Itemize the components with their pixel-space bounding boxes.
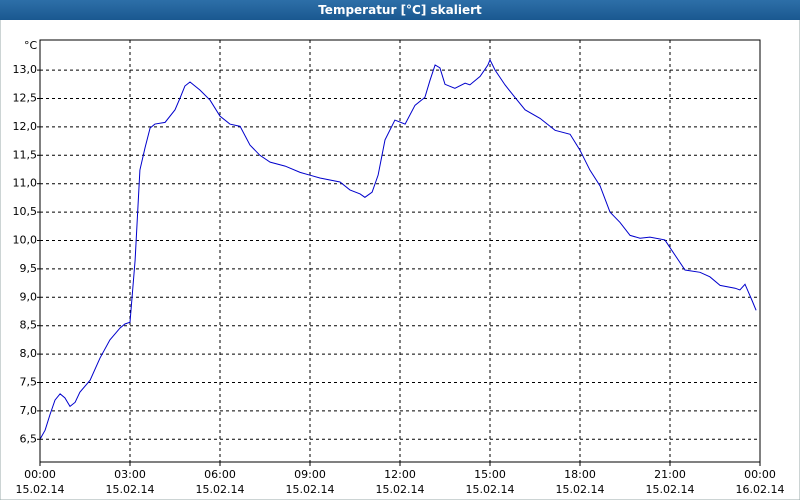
y-tick-label: 9,0 — [20, 290, 38, 303]
y-tick-label: 12,0 — [13, 120, 38, 133]
x-tick-label: 15.02.14 — [16, 483, 65, 496]
marks — [39, 58, 757, 440]
y-tick-label: 12,5 — [13, 92, 38, 105]
y-tick-label: 6,5 — [20, 432, 38, 445]
chart-title: Temperatur [°C] skaliert — [318, 3, 482, 17]
x-tick-label: 15:00 — [474, 468, 506, 481]
temperature-line — [39, 58, 757, 440]
y-unit: °C — [24, 39, 38, 52]
y-tick-label: 7,0 — [20, 404, 38, 417]
y-tick-label: 8,0 — [20, 347, 38, 360]
y-tick-label: 8,5 — [20, 319, 38, 332]
x-tick-label: 15.02.14 — [466, 483, 515, 496]
x-tick-label: 16.02.14 — [736, 483, 785, 496]
grid — [37, 40, 761, 466]
x-tick-label: 18:00 — [564, 468, 596, 481]
y-tick-label: 10,5 — [13, 205, 38, 218]
y-tick-label: 7,5 — [20, 375, 38, 388]
x-tick-label: 15.02.14 — [556, 483, 605, 496]
title-bar — [0, 0, 800, 20]
x-tick-label: 09:00 — [294, 468, 326, 481]
x-tick-label: 06:00 — [204, 468, 236, 481]
y-tick-label: 9,5 — [20, 262, 38, 275]
x-tick-label: 21:00 — [654, 468, 686, 481]
plot-frame — [39, 39, 761, 463]
x-tick-label: 15.02.14 — [376, 483, 425, 496]
x-tick-label: 00:00 — [744, 468, 776, 481]
y-tick-label: 11,0 — [13, 177, 38, 190]
y-tick-label: 11,5 — [13, 148, 38, 161]
x-tick-label: 00:00 — [24, 468, 56, 481]
x-tick-label: 15.02.14 — [646, 483, 695, 496]
y-tick-label: 13,0 — [13, 63, 38, 76]
x-tick-label: 15.02.14 — [196, 483, 245, 496]
y-tick-label: 10,0 — [13, 233, 38, 246]
x-tick-label: 15.02.14 — [286, 483, 335, 496]
x-tick-label: 12:00 — [384, 468, 416, 481]
x-tick-label: 15.02.14 — [106, 483, 155, 496]
x-tick-label: 03:00 — [114, 468, 146, 481]
